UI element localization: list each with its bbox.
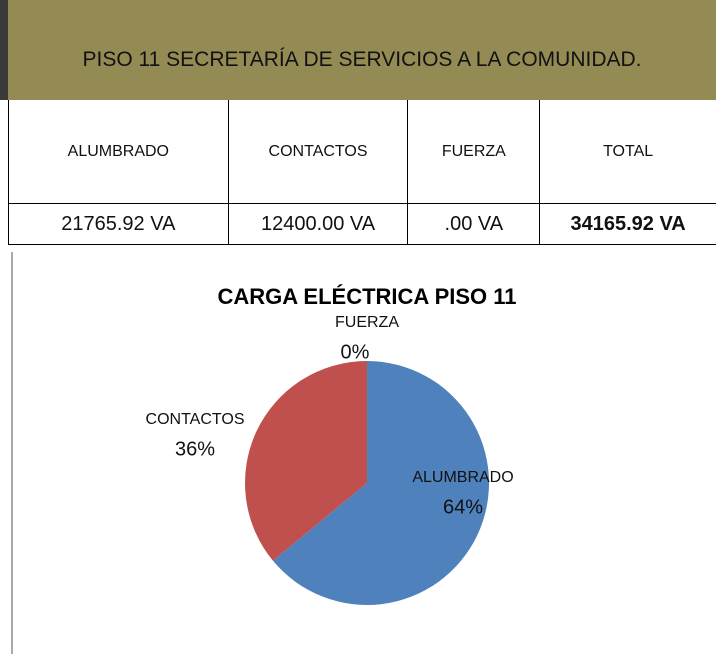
header-title: PISO 11 SECRETARÍA DE SERVICIOS A LA COM… <box>82 48 642 71</box>
slice-value-label: 64% <box>443 496 483 518</box>
summary-table: ALUMBRADO CONTACTOS FUERZA TOTAL 21765.9… <box>8 100 716 245</box>
value-cell: 12400.00 VA <box>227 203 409 245</box>
value-row: 21765.92 VA 12400.00 VA .00 VA 34165.92 … <box>8 203 716 245</box>
header-row: ALUMBRADO CONTACTOS FUERZA TOTAL <box>8 100 716 204</box>
chart-title: CARGA ELÉCTRICA PISO 11 <box>217 284 516 309</box>
pie-slice <box>272 361 490 605</box>
chart: CARGA ELÉCTRICA PISO 11 ALUMBRADO 64% CONT… <box>11 252 517 654</box>
pie-slice <box>245 361 367 561</box>
header-cell: FUERZA <box>407 100 541 204</box>
slice-category-label: FUERZA <box>335 314 399 331</box>
value-cell: 21765.92 VA <box>8 203 229 245</box>
slice-category-label: ALUMBRADO <box>412 469 513 486</box>
slice-category-label: CONTACTOS <box>146 411 245 428</box>
slice-value-label: 36% <box>175 438 215 460</box>
header-cell: ALUMBRADO <box>8 100 229 204</box>
header-cell: TOTAL <box>539 100 716 204</box>
header-cell: CONTACTOS <box>227 100 409 204</box>
value-cell: 34165.92 VA <box>539 203 716 245</box>
header-band: PISO 11 SECRETARÍA DE SERVICIOS A LA COM… <box>0 0 716 100</box>
value-cell: .00 VA <box>407 203 541 245</box>
slice-value-label: 0% <box>341 341 370 363</box>
